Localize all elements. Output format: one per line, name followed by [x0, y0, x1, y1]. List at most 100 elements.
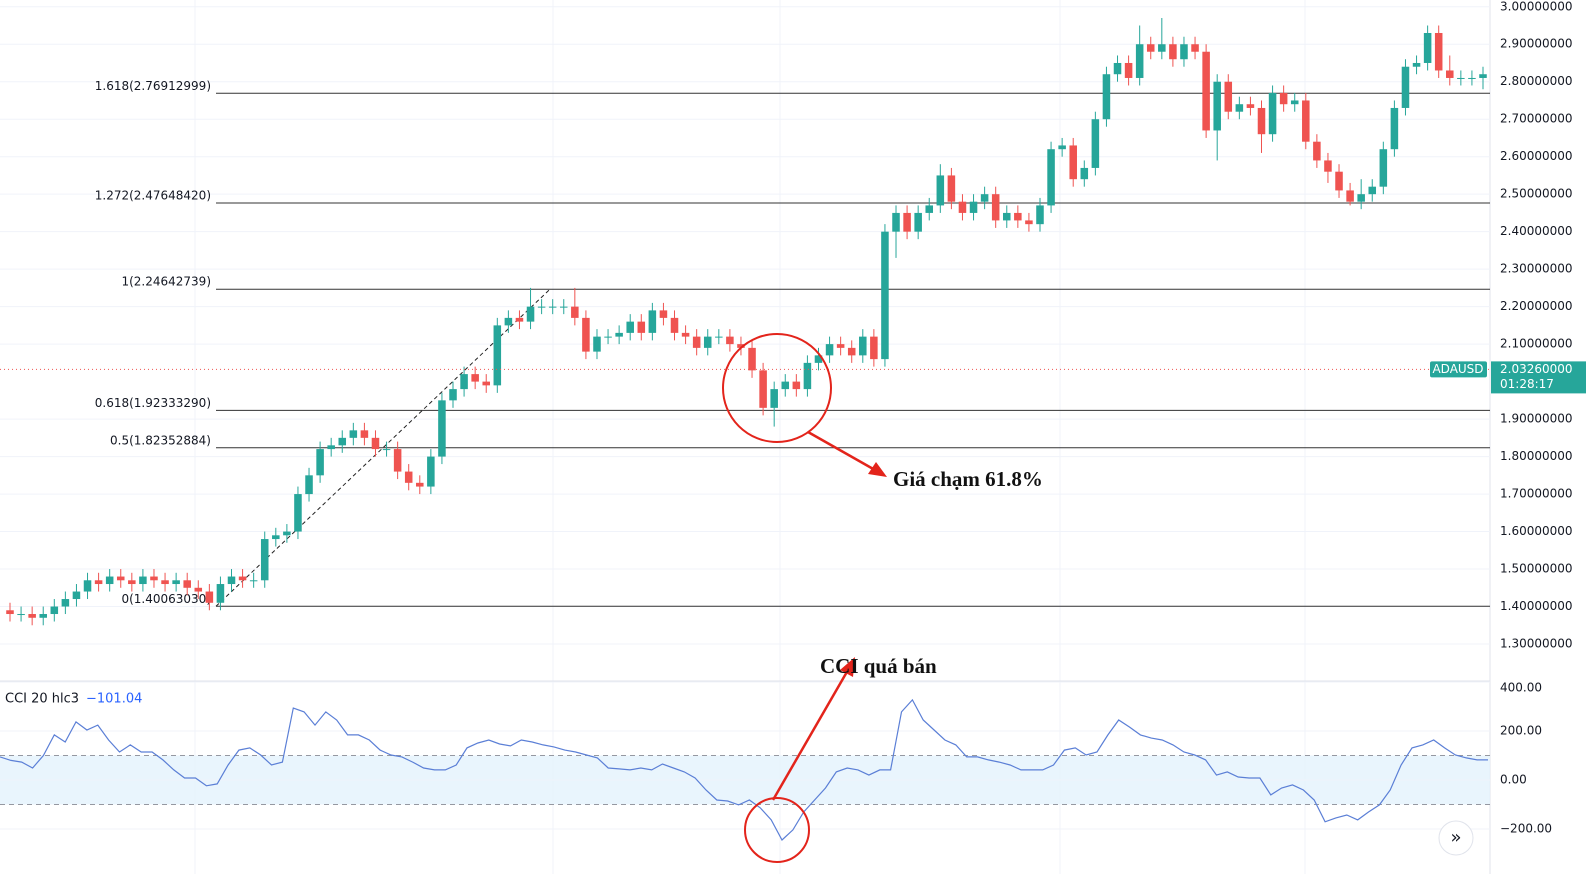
candle-body [305, 475, 313, 495]
arrow [807, 430, 876, 472]
y-tick-label: 2.90000000 [1500, 37, 1573, 51]
candle-body [1191, 44, 1199, 52]
candle-body [958, 201, 967, 213]
candle-body [814, 355, 823, 363]
y-tick-label: 2.70000000 [1500, 112, 1573, 126]
highlight-circle [744, 797, 810, 863]
y-tick-label: 3.00000000 [1500, 0, 1573, 13]
candle-body [1169, 44, 1177, 60]
candle-body [737, 344, 745, 348]
candle-body [260, 539, 269, 581]
candle-body [626, 321, 634, 333]
candle-body [825, 344, 834, 356]
candle-body [1146, 44, 1155, 52]
candle-body [1390, 107, 1399, 150]
fib-label: 1(2.24642739) [121, 275, 211, 289]
candle-body [715, 336, 723, 338]
candle-body [903, 212, 911, 232]
candle-body [427, 456, 435, 487]
candle-body [438, 400, 446, 457]
candle-body [1124, 62, 1133, 78]
candle-body [272, 535, 280, 540]
candle-body [105, 576, 114, 585]
candle-body [648, 310, 657, 333]
candle-body [1290, 100, 1299, 105]
arrow [771, 669, 850, 801]
candle-body [947, 175, 956, 202]
symbol-tag [1430, 361, 1487, 378]
y-tick-label: 2.50000000 [1500, 187, 1573, 201]
indicator-value: −101.04 [86, 692, 142, 707]
candle-body [770, 389, 778, 408]
candle-body [1479, 74, 1487, 78]
candle-body [681, 332, 690, 337]
candle-body [1401, 66, 1410, 108]
candle-body [1047, 149, 1055, 206]
candle-body [1434, 32, 1443, 71]
candle-body [139, 576, 147, 585]
candle-body [238, 576, 247, 581]
candle-body [1158, 44, 1166, 52]
candle-body [892, 212, 900, 232]
candle-body [637, 321, 646, 333]
cci-line [0, 698, 1488, 841]
y-tick-label: 2.40000000 [1500, 224, 1573, 238]
candle-body [925, 205, 934, 213]
candle-body [1213, 81, 1221, 131]
candle-body [471, 374, 479, 382]
candle-body [859, 336, 867, 356]
candle-body [150, 576, 158, 581]
candle-body [1069, 145, 1077, 180]
candle-body [1025, 220, 1033, 225]
candle-body [416, 482, 424, 487]
candle-body [327, 445, 335, 450]
candle-body [1091, 119, 1100, 168]
candle-body [836, 344, 845, 348]
candle-body [72, 591, 81, 600]
candle-body [593, 336, 601, 352]
candle-body [283, 531, 291, 536]
candle-body [803, 362, 812, 390]
candle-body [183, 580, 191, 588]
candle-body [615, 332, 623, 337]
countdown-label: 01:28:17 [1500, 377, 1554, 391]
candle-body [692, 336, 701, 348]
y-tick-label: 0.00 [1500, 772, 1527, 786]
candle-body [1368, 186, 1377, 195]
candle-body [759, 370, 767, 408]
candle-body [316, 449, 324, 476]
candle-body [227, 576, 236, 585]
candle-body [1224, 81, 1233, 112]
annotation: CCI quá bán [820, 654, 937, 678]
candle-body [1335, 171, 1343, 191]
candle-body [449, 389, 457, 401]
y-tick-label: 2.10000000 [1500, 337, 1573, 351]
scroll-button-icon[interactable]: » [1450, 827, 1461, 848]
candle-body [548, 306, 557, 308]
candle-body [17, 614, 25, 616]
candle-body [936, 175, 945, 206]
candle-body [991, 194, 1000, 221]
arrow-head [840, 657, 855, 677]
candle-body [128, 580, 136, 585]
scroll-button-bg[interactable] [1438, 820, 1474, 856]
candle-body [1202, 51, 1210, 131]
candle-body [1313, 141, 1321, 161]
candle-body [670, 317, 679, 333]
candle-body [748, 347, 756, 371]
y-tick-label: 1.90000000 [1500, 412, 1573, 426]
candle-body [1412, 62, 1421, 67]
candle-body [1003, 212, 1011, 221]
annotation: Giá chạm 61.8% [893, 467, 1043, 491]
candle-body [83, 580, 92, 592]
candle-body [216, 584, 225, 603]
scroll-button[interactable]: » [1438, 820, 1474, 856]
candle-body [1058, 145, 1066, 150]
symbol-label: ADAUSD [1432, 362, 1483, 376]
candle-body [515, 317, 524, 322]
candle-body [28, 614, 36, 618]
candle-body [371, 437, 380, 450]
candle-body [6, 610, 14, 615]
y-tick-label: 1.50000000 [1500, 562, 1573, 576]
candle-body [39, 614, 47, 618]
